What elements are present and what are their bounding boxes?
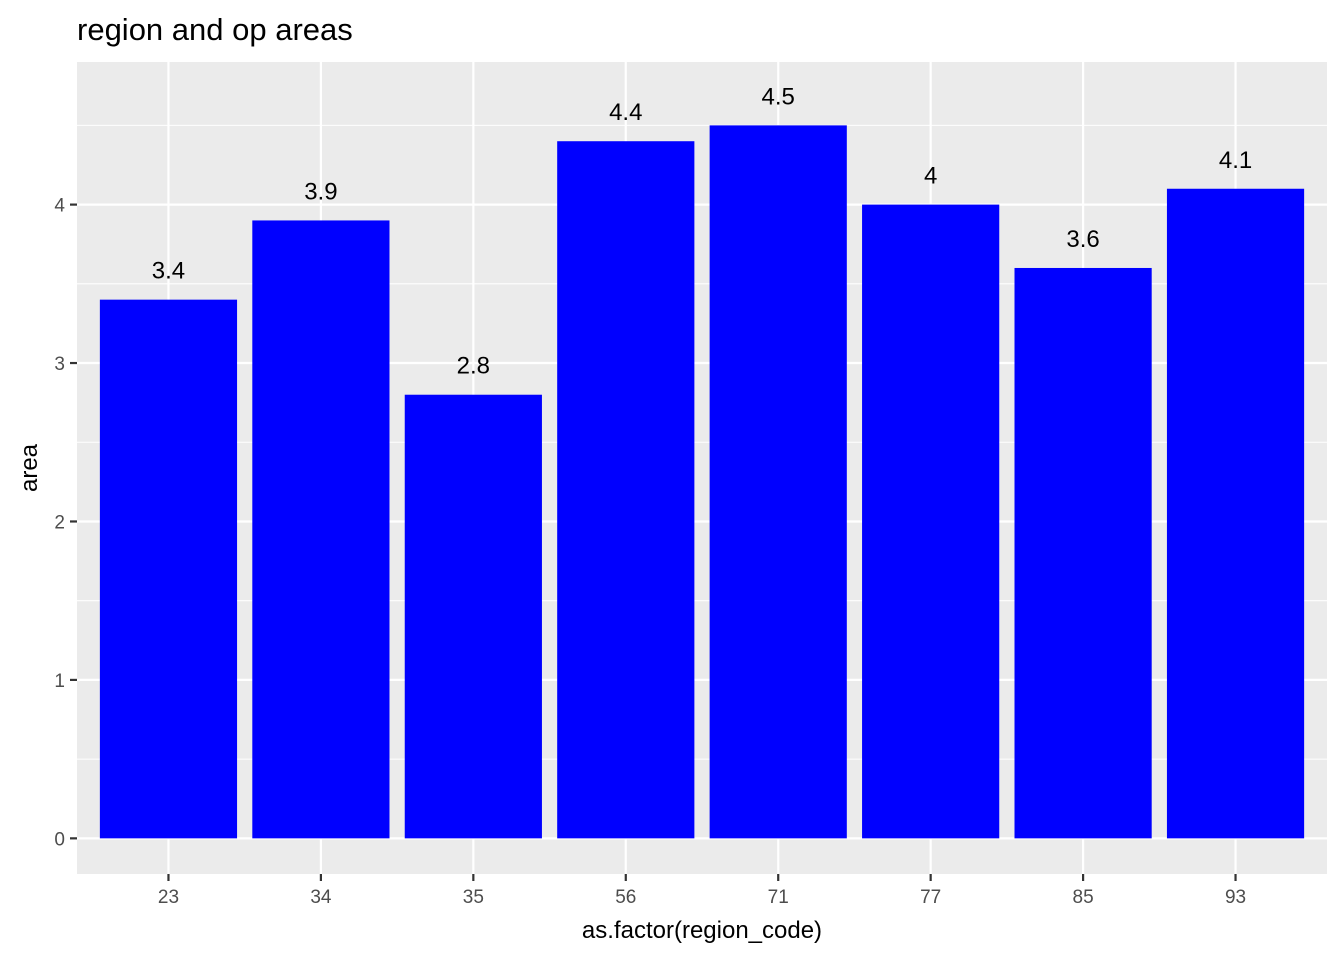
y-tick-label: 1 [54, 671, 65, 692]
bar-value-label: 4.4 [609, 99, 642, 126]
y-tick-label: 3 [54, 354, 65, 375]
bar-value-labels: 3.4 3.9 2.8 4.4 4.5 4 3.6 4.1 [152, 83, 1252, 379]
bar-value-label: 3.9 [304, 178, 337, 205]
x-tick-label: 35 [463, 887, 484, 908]
y-axis: 0 1 2 3 4 [54, 196, 77, 850]
bar-value-label: 4.1 [1219, 147, 1252, 174]
x-axis: 23 34 35 56 71 77 85 93 [158, 874, 1246, 908]
y-axis-title: area [16, 443, 43, 492]
y-tick-label: 0 [54, 829, 65, 850]
x-axis-title: as.factor(region_code) [582, 917, 822, 944]
bar [99, 299, 238, 839]
x-tick-label: 23 [158, 887, 179, 908]
bar-value-label: 4.5 [762, 83, 795, 110]
y-tick-label: 4 [54, 196, 65, 217]
bar [709, 125, 847, 839]
y-tick-label: 2 [54, 512, 65, 533]
x-tick-label: 71 [768, 887, 789, 908]
bar [404, 394, 542, 839]
bar-value-label: 2.8 [457, 353, 490, 380]
x-tick-label: 77 [920, 887, 941, 908]
bar [1166, 188, 1305, 839]
bar-value-label: 3.4 [152, 258, 185, 285]
x-tick-label: 85 [1073, 887, 1094, 908]
chart-title: region and op areas [77, 12, 353, 47]
bar [862, 204, 1000, 839]
x-tick-label: 93 [1225, 887, 1246, 908]
x-tick-label: 34 [310, 887, 332, 908]
bar [1014, 267, 1152, 839]
bars [99, 125, 1305, 839]
bar [252, 220, 390, 839]
bar [557, 141, 695, 839]
bar-value-label: 4 [924, 163, 937, 190]
x-tick-label: 56 [615, 887, 636, 908]
bar-value-label: 3.6 [1066, 226, 1099, 253]
